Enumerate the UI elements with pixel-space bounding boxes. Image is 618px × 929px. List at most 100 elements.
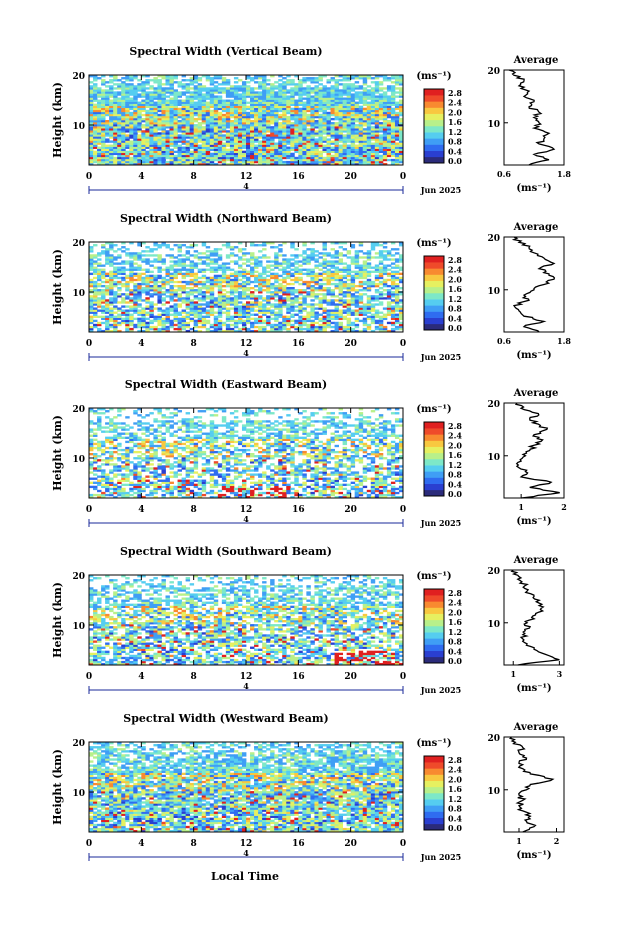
heatmap-cell	[302, 128, 307, 131]
heatmap-cell	[173, 280, 178, 284]
heatmap-cell	[197, 152, 203, 156]
heatmap-cell	[141, 309, 146, 312]
heatmap-cell	[201, 148, 207, 151]
heatmap-cell	[221, 77, 227, 80]
heatmap-cell	[394, 162, 400, 166]
heatmap-cell	[258, 272, 263, 276]
heatmap-cell	[141, 81, 146, 84]
heatmap-cell	[286, 126, 291, 129]
heatmap-cell	[129, 299, 134, 302]
heatmap-cell	[233, 117, 239, 121]
heatmap-cell	[290, 323, 295, 327]
heatmap-cell	[258, 282, 263, 286]
heatmap-cell	[266, 284, 271, 288]
heatmap-cell	[165, 311, 170, 314]
heatmap-cell	[338, 311, 344, 314]
heatmap-cell	[117, 317, 122, 321]
heatmap-cell	[213, 87, 219, 90]
heatmap-cell	[258, 274, 263, 278]
heatmap-cell	[246, 120, 251, 123]
heatmap-cell	[350, 101, 356, 104]
heatmap-cell	[229, 289, 235, 292]
heatmap-cell	[209, 95, 215, 98]
heatmap-cell	[113, 305, 118, 308]
heatmap-cell	[338, 315, 344, 318]
heatmap-cell	[181, 99, 187, 102]
heatmap-cell	[302, 115, 307, 119]
heatmap-cell	[310, 158, 315, 162]
heatmap-cell	[270, 144, 275, 147]
heatmap-cell	[177, 95, 182, 98]
heatmap-cell	[290, 272, 295, 276]
heatmap-cell	[213, 266, 219, 269]
heatmap-cell	[374, 87, 380, 90]
heatmap-cell	[141, 107, 146, 111]
heatmap-cell	[189, 262, 195, 265]
heatmap-cell	[225, 156, 231, 160]
heatmap-cell	[229, 91, 235, 94]
heatmap-cell	[229, 140, 235, 143]
heatmap-cell	[117, 113, 122, 117]
heatmap-cell	[394, 130, 400, 133]
heatmap-cell	[121, 162, 126, 166]
panel-0: Spectral Width (Vertical Beam)2010Height…	[51, 45, 571, 195]
heatmap-cell	[197, 115, 203, 119]
heatmap-cell	[225, 154, 231, 158]
heatmap-cell	[97, 299, 102, 302]
heatmap-cell	[169, 79, 174, 82]
heatmap-cell	[213, 136, 219, 139]
heatmap-cell	[350, 276, 356, 280]
heatmap-cell	[161, 99, 166, 102]
heatmap-cell	[233, 150, 239, 154]
heatmap-cell	[221, 130, 227, 133]
heatmap-cell	[241, 146, 247, 149]
heatmap-cell	[342, 89, 348, 92]
heatmap-cell	[165, 289, 170, 292]
heatmap-cell	[225, 79, 231, 82]
heatmap-cell	[121, 97, 126, 100]
heatmap-cell	[386, 109, 392, 113]
heatmap-cell	[302, 79, 307, 82]
heatmap-cell	[314, 293, 319, 296]
heatmap-cell	[362, 142, 368, 145]
heatmap-cell	[209, 325, 215, 329]
heatmap-cell	[189, 289, 195, 292]
heatmap-cell	[225, 303, 231, 306]
heatmap-cell	[310, 315, 315, 318]
heatmap-cell	[258, 128, 263, 131]
heatmap-cell	[189, 309, 195, 312]
heatmap-cell	[274, 325, 279, 329]
heatmap-cell	[286, 276, 291, 280]
heatmap-cell	[354, 291, 360, 294]
heatmap-cell	[386, 313, 392, 316]
heatmap-cell	[350, 107, 356, 111]
heatmap-cell	[201, 132, 207, 135]
heatmap-cell	[137, 289, 142, 292]
heatmap-cell	[213, 115, 219, 119]
heatmap-cell	[258, 130, 263, 133]
heatmap-cell	[346, 138, 352, 141]
heatmap-cell	[149, 101, 154, 104]
heatmap-cell	[105, 284, 110, 288]
heatmap-cell	[113, 126, 118, 129]
heatmap-cell	[125, 142, 130, 145]
heatmap-cell	[286, 146, 291, 149]
heatmap-cell	[350, 111, 356, 115]
heatmap-cell	[165, 101, 170, 104]
heatmap-cell	[386, 107, 392, 111]
heatmap-cell	[350, 136, 356, 139]
heatmap-cell	[346, 270, 352, 273]
heatmap-cell	[217, 83, 223, 86]
heatmap-cell	[306, 130, 311, 133]
heatmap-cell	[322, 317, 327, 321]
heatmap-cell	[322, 266, 327, 269]
average-profile-line	[508, 69, 556, 166]
heatmap-cell	[237, 319, 243, 323]
heatmap-cell	[197, 130, 203, 133]
heatmap-cell	[165, 107, 170, 111]
heatmap-cell	[254, 329, 259, 333]
heatmap-cell	[278, 132, 283, 135]
heatmap-cell	[121, 266, 126, 269]
heatmap-cell	[169, 266, 174, 269]
heatmap-cell	[366, 109, 372, 113]
